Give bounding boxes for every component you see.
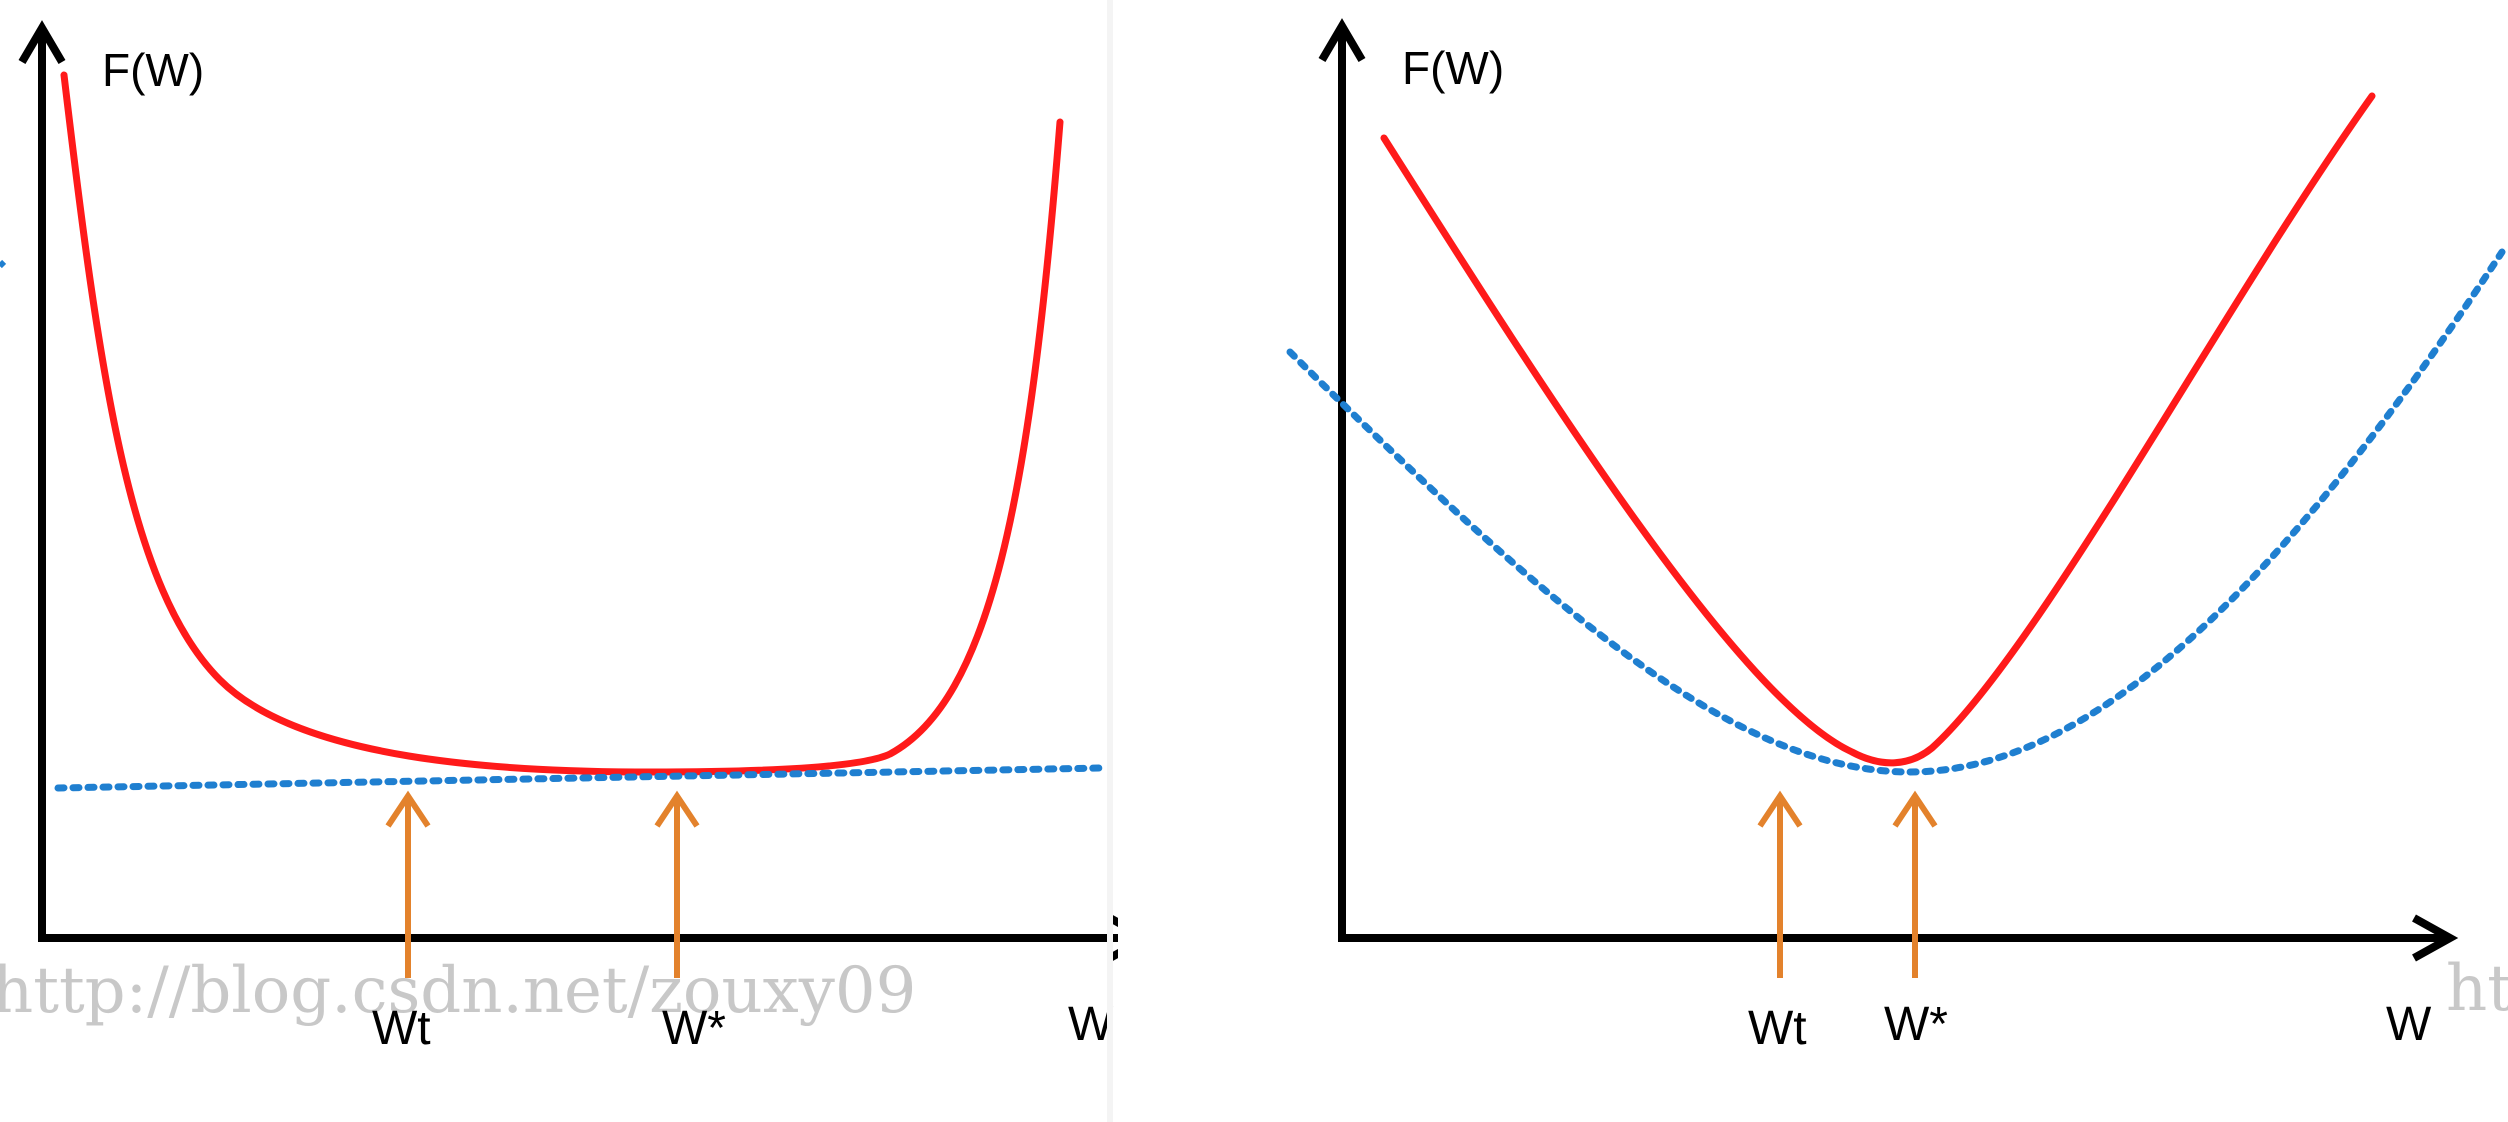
right-panel: F(W) W Wt W* bbox=[1286, 18, 2506, 1055]
right-label-wstar: W* bbox=[1884, 998, 1948, 1051]
right-y-axis-arrowhead bbox=[1318, 18, 1366, 63]
right-label-wt: Wt bbox=[1748, 1002, 1807, 1055]
left-y-axis-label: F(W) bbox=[102, 44, 204, 96]
right-x-axis-label: W bbox=[2386, 998, 2432, 1051]
left-panel: F(W) W Wt W* bbox=[18, 20, 1155, 1055]
left-x-axis-label: W bbox=[1068, 998, 1114, 1051]
left-label-wstar: W* bbox=[662, 1002, 726, 1055]
watermark-right: ht bbox=[2446, 952, 2508, 1026]
left-arrow-wt bbox=[385, 790, 431, 978]
panel-gap bbox=[1118, 0, 1170, 1122]
left-loss-curve bbox=[60, 71, 1064, 776]
watermark-left: http://blog.csdn.net/zouxy09 bbox=[0, 954, 916, 1028]
right-y-axis-label: F(W) bbox=[1402, 42, 1504, 94]
right-approximation-curve bbox=[1286, 248, 2506, 776]
right-loss-curve bbox=[1380, 92, 2376, 767]
left-label-wt: Wt bbox=[372, 1002, 431, 1055]
left-approximation-line bbox=[54, 764, 1106, 792]
left-arrow-wstar bbox=[654, 790, 700, 978]
edge-dot bbox=[0, 259, 7, 269]
right-arrow-wt bbox=[1757, 790, 1803, 978]
left-y-axis-arrowhead bbox=[18, 20, 66, 65]
right-x-axis-arrowhead bbox=[2412, 914, 2459, 962]
right-arrow-wstar bbox=[1892, 790, 1938, 978]
